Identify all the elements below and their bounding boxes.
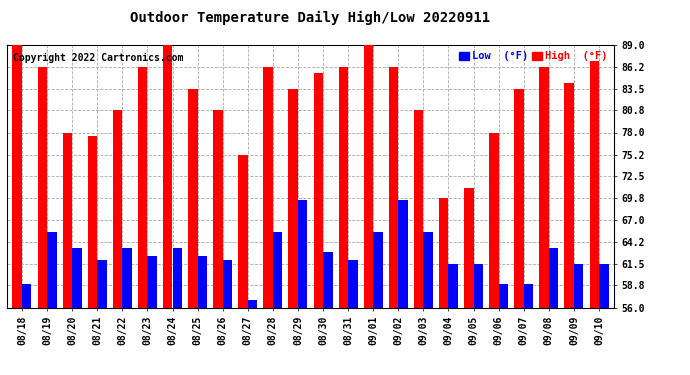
Bar xyxy=(163,45,172,308)
Bar xyxy=(172,248,182,308)
Bar xyxy=(424,232,433,308)
Bar xyxy=(288,89,298,308)
Bar xyxy=(564,83,574,308)
Bar xyxy=(439,198,449,308)
Bar xyxy=(88,136,97,308)
Bar xyxy=(489,132,499,308)
Bar xyxy=(323,252,333,308)
Bar xyxy=(47,232,57,308)
Bar xyxy=(574,264,584,308)
Bar xyxy=(364,44,373,308)
Bar xyxy=(238,155,248,308)
Bar xyxy=(313,73,323,308)
Bar xyxy=(499,284,509,308)
Bar xyxy=(72,248,81,308)
Bar xyxy=(273,232,282,308)
Bar xyxy=(22,284,32,308)
Bar xyxy=(339,67,348,308)
Bar xyxy=(213,110,223,308)
Bar xyxy=(348,260,357,308)
Bar xyxy=(223,260,233,308)
Bar xyxy=(12,45,22,308)
Bar xyxy=(148,256,157,308)
Bar xyxy=(298,200,308,308)
Bar xyxy=(138,67,148,308)
Bar xyxy=(524,284,533,308)
Bar xyxy=(549,248,558,308)
Bar xyxy=(197,256,207,308)
Legend: Low  (°F), High  (°F): Low (°F), High (°F) xyxy=(458,50,609,62)
Bar xyxy=(97,260,107,308)
Bar xyxy=(599,264,609,308)
Bar xyxy=(540,67,549,308)
Bar xyxy=(589,61,599,308)
Bar xyxy=(37,67,47,308)
Bar xyxy=(414,110,424,308)
Bar xyxy=(473,264,483,308)
Bar xyxy=(398,200,408,308)
Bar xyxy=(464,188,473,308)
Bar xyxy=(514,89,524,308)
Bar xyxy=(112,110,122,308)
Bar xyxy=(388,67,398,308)
Text: Outdoor Temperature Daily High/Low 20220911: Outdoor Temperature Daily High/Low 20220… xyxy=(130,11,491,26)
Bar xyxy=(188,89,197,308)
Bar xyxy=(122,248,132,308)
Bar xyxy=(448,264,458,308)
Bar xyxy=(373,232,383,308)
Bar xyxy=(63,132,72,308)
Bar xyxy=(264,67,273,308)
Text: Copyright 2022 Cartronics.com: Copyright 2022 Cartronics.com xyxy=(13,53,184,63)
Bar xyxy=(248,300,257,307)
